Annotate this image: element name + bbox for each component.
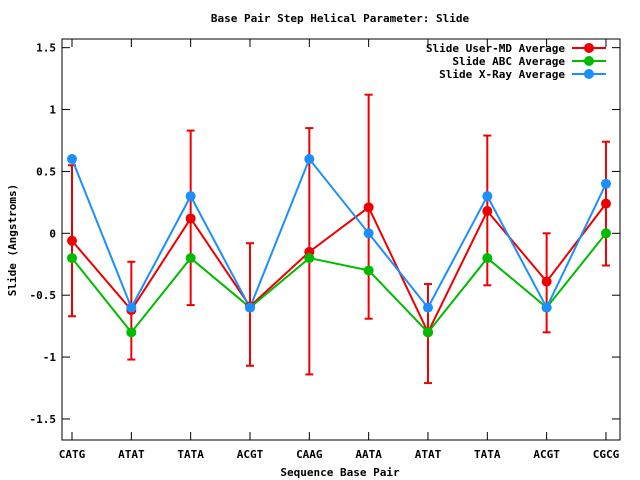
series-2-point <box>304 154 315 165</box>
series-0-point <box>185 213 196 224</box>
series-line-2 <box>71 157 607 310</box>
series-0-point <box>541 276 552 287</box>
x-tick-label: CGCG <box>593 448 620 461</box>
x-tick-label: TATA <box>177 448 204 461</box>
x-tick-label: ACGT <box>533 448 560 461</box>
x-tick-label: ATAT <box>118 448 145 461</box>
series-2-point <box>67 154 77 165</box>
legend-label: Slide ABC Average <box>452 55 565 68</box>
series-0-point <box>67 235 77 246</box>
series-1-point <box>67 253 77 264</box>
y-tick-label: -1 <box>43 351 57 364</box>
y-tick-label: 0.5 <box>36 165 56 178</box>
legend-label: Slide X-Ray Average <box>439 68 565 81</box>
series-2-point <box>185 191 196 202</box>
x-tick-label: ATAT <box>415 448 442 461</box>
x-axis-label: Sequence Base Pair <box>280 466 400 479</box>
series-2-point <box>244 302 255 313</box>
series-2-point <box>363 228 374 239</box>
error-bars-layer <box>68 93 610 385</box>
series-2-point <box>422 302 433 313</box>
series-points-layer <box>67 154 611 338</box>
x-tick-label: AATA <box>355 448 382 461</box>
series-2-point <box>541 302 552 313</box>
x-tick-label: TATA <box>474 448 501 461</box>
series-1-point <box>363 265 374 276</box>
series-2-point <box>600 178 611 189</box>
x-tick-label: CATG <box>59 448 86 461</box>
series-2-point <box>482 191 493 202</box>
series-0-point <box>363 202 374 213</box>
x-axis-ticks: CATG ATAT TATA ACGT CAAG AATA ATAT TATA ACGT CGCG <box>59 39 620 461</box>
chart-title: Base Pair Step Helical Parameter: Slide <box>211 12 470 25</box>
series-line-1 <box>71 232 607 334</box>
y-tick-label: -1.5 <box>30 413 57 426</box>
y-axis-ticks: -1.5 -1 -0.5 0 0.5 1 1.5 <box>30 42 620 426</box>
x-tick-label: CAAG <box>296 448 323 461</box>
y-axis-label: Slide (Angstroms) <box>6 184 19 297</box>
series-line-0 <box>71 203 607 335</box>
series-1-point <box>482 253 493 264</box>
legend-swatch-point <box>584 56 594 66</box>
series-1-point <box>304 253 315 264</box>
y-tick-label: 0 <box>49 227 56 240</box>
series-1-point <box>185 253 196 264</box>
series-1-point <box>600 228 611 239</box>
series-1-point <box>126 327 137 338</box>
legend-swatch-point <box>584 69 594 79</box>
legend-swatch-point <box>584 43 594 53</box>
y-tick-label: 1.5 <box>36 42 56 55</box>
series-2-point <box>126 302 137 313</box>
series-0-point <box>482 206 493 217</box>
plot-frame <box>61 38 621 441</box>
legend-label: Slide User-MD Average <box>426 42 565 55</box>
y-tick-label: 1 <box>49 104 56 117</box>
series-1-point <box>422 327 433 338</box>
series-lines-layer <box>71 157 607 335</box>
y-tick-label: -0.5 <box>30 289 57 302</box>
series-0-point <box>600 198 611 209</box>
x-tick-label: ACGT <box>237 448 264 461</box>
